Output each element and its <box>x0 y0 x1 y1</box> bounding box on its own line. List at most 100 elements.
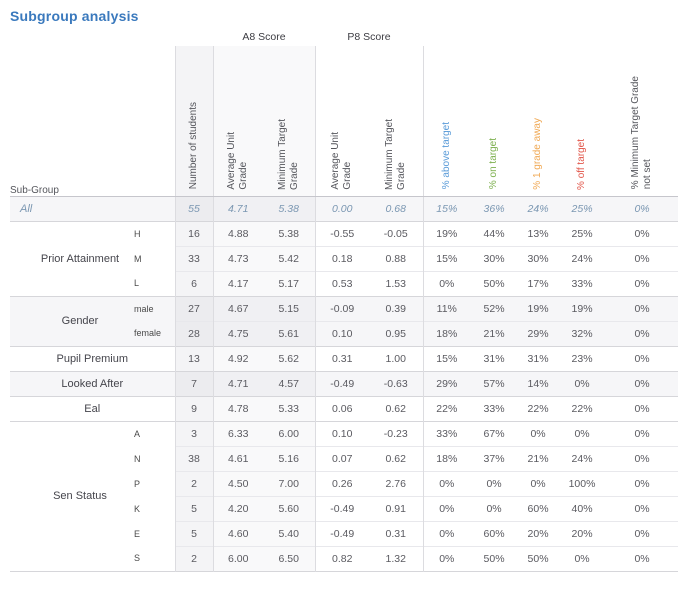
column-header-label-a8-avg: Average Unit Grade <box>226 131 250 190</box>
subgroup-label-l: L <box>134 278 140 289</box>
column-header-pct-1grade: % 1 grade away <box>518 46 559 197</box>
cell-pct-1grade: 19% <box>518 295 559 321</box>
cell-students: 7 <box>174 370 213 396</box>
cell-a8-avg: 6.00 <box>212 545 263 571</box>
column-header-pct-notset: % Minimum Target Grade not set <box>606 46 679 197</box>
cell-p8-min: 0.62 <box>369 395 424 421</box>
table-row-prior-attainment-h: Prior Attainment H 16 4.88 5.38 -0.55 -0.05 19%… <box>10 220 679 296</box>
cell-p8-min: 0.95 <box>369 320 424 346</box>
cell-a8-min: 5.38 <box>263 220 316 246</box>
cell-pct-notset: 0% <box>606 270 679 296</box>
column-header-p8-avg: Average Unit Grade <box>314 46 370 197</box>
column-header-label-p8-avg: Average Unit Grade <box>330 131 354 190</box>
subgroup-label-p: P <box>134 478 141 489</box>
table-row-sen-status-k: K 5 4.20 5.60 -0.49 0.91 0% 0% 60% 40% 0% <box>10 495 679 521</box>
table-row-pupil-premium: Pupil Premium 13 4.92 5.62 0.31 1.00 15% 31% 31%… <box>10 345 679 371</box>
cell-pct-on: 37% <box>470 445 519 471</box>
cell-pct-notset: 0% <box>606 345 679 371</box>
group-label-all: All <box>10 195 175 221</box>
page: Subgroup analysis A8 Score P8 Score Sub-… <box>10 8 679 572</box>
cell-students: 6 <box>174 270 213 296</box>
cell-pct-above: 19% <box>422 220 471 246</box>
cell-pct-off: 0% <box>558 420 607 446</box>
cell-pct-above: 18% <box>422 320 471 346</box>
cell-a8-min: 5.15 <box>263 295 316 321</box>
cell-pct-notset: 0% <box>606 445 679 471</box>
cell-pct-on: 50% <box>470 270 519 296</box>
cell-a8-avg: 4.50 <box>212 470 263 496</box>
cell-a8-min: 5.33 <box>263 395 316 421</box>
cell-students: 55 <box>174 195 213 221</box>
cell-a8-min: 5.42 <box>263 245 316 271</box>
cell-a8-min: 7.00 <box>263 470 316 496</box>
cell-pct-above: 29% <box>422 370 471 396</box>
cell-a8-avg: 4.17 <box>212 270 263 296</box>
cell-pct-notset: 0% <box>606 245 679 271</box>
column-header-label-pct-above: % above target <box>440 122 452 190</box>
cell-pct-on: 50% <box>470 545 519 571</box>
cell-pct-above: 15% <box>422 345 471 371</box>
cell-a8-avg: 4.71 <box>212 370 263 396</box>
cell-pct-off: 32% <box>558 320 607 346</box>
column-header-label-pct-on: % on target <box>488 138 500 190</box>
cell-pct-above: 0% <box>422 545 471 571</box>
table-row-gender-female: female 28 4.75 5.61 0.10 0.95 18% 21% 29% 32% 0% <box>10 320 679 346</box>
cell-pct-notset: 0% <box>606 195 679 221</box>
group-label-eal: Eal <box>10 395 175 421</box>
cell-pct-above: 18% <box>422 445 471 471</box>
column-header-p8-min: Minimum Target Grade <box>369 46 424 197</box>
cell-p8-avg: 0.06 <box>314 395 370 421</box>
cell-pct-notset: 0% <box>606 395 679 421</box>
cell-pct-1grade: 22% <box>518 395 559 421</box>
column-header-pct-above: % above target <box>422 46 471 197</box>
cell-p8-min: 2.76 <box>369 470 424 496</box>
cell-a8-min: 4.57 <box>263 370 316 396</box>
cell-p8-min: 0.68 <box>369 195 424 221</box>
cell-a8-min: 6.00 <box>263 420 316 446</box>
cell-pct-off: 25% <box>558 195 607 221</box>
cell-students: 16 <box>174 220 213 246</box>
cell-pct-1grade: 50% <box>518 545 559 571</box>
cell-a8-min: 5.62 <box>263 345 316 371</box>
cell-a8-avg: 4.88 <box>212 220 263 246</box>
cell-a8-avg: 4.60 <box>212 520 263 546</box>
score-group-header-a8: A8 Score <box>242 31 286 43</box>
subgroup-analysis-table: A8 Score P8 Score Sub-Group Number of st… <box>10 28 679 572</box>
cell-a8-min: 5.17 <box>263 270 316 296</box>
table-row-sen-status-p: P 2 4.50 7.00 0.26 2.76 0% 0% 0% 100% 0% <box>10 470 679 496</box>
cell-p8-avg: 0.18 <box>314 245 370 271</box>
cell-pct-notset: 0% <box>606 545 679 571</box>
column-header-label-pct-1grade: % 1 grade away <box>532 117 544 190</box>
cell-students: 5 <box>174 495 213 521</box>
cell-a8-min: 5.61 <box>263 320 316 346</box>
cell-pct-off: 24% <box>558 445 607 471</box>
table-row-sen-status-a: Sen Status A 3 6.33 6.00 0.10 -0.23 33% 67% 0% 0% 0… <box>10 420 679 571</box>
column-header-row: Sub-Group Number of students Average Unit… <box>10 46 679 197</box>
cell-students: 13 <box>174 345 213 371</box>
cell-pct-1grade: 29% <box>518 320 559 346</box>
cell-pct-on: 44% <box>470 220 519 246</box>
cell-pct-on: 31% <box>470 345 519 371</box>
column-header-a8-avg: Average Unit Grade <box>212 46 263 197</box>
cell-pct-off: 25% <box>558 220 607 246</box>
cell-p8-avg: -0.49 <box>314 370 370 396</box>
cell-pct-on: 33% <box>470 395 519 421</box>
cell-pct-1grade: 20% <box>518 520 559 546</box>
cell-p8-avg: 0.82 <box>314 545 370 571</box>
table-row-gender-male: Gender male 27 4.67 5.15 -0.09 0.39 11% 52% 19% 19… <box>10 295 679 346</box>
cell-pct-notset: 0% <box>606 370 679 396</box>
group-label-looked-after: Looked After <box>10 370 175 396</box>
subgroup-label-e: E <box>134 528 141 539</box>
score-header-spacer <box>10 28 213 46</box>
cell-pct-off: 24% <box>558 245 607 271</box>
cell-pct-off: 33% <box>558 270 607 296</box>
page-title: Subgroup analysis <box>10 8 139 24</box>
cell-students: 2 <box>174 470 213 496</box>
cell-pct-above: 0% <box>422 520 471 546</box>
subgroup-label-h: H <box>128 220 175 246</box>
table-header: A8 Score P8 Score Sub-Group Number of st… <box>10 28 679 197</box>
cell-pct-on: 30% <box>470 245 519 271</box>
cell-pct-notset: 0% <box>606 320 679 346</box>
column-header-label-pct-notset: % Minimum Target Grade not set <box>630 76 654 190</box>
column-header-label-students: Number of students <box>188 102 199 190</box>
